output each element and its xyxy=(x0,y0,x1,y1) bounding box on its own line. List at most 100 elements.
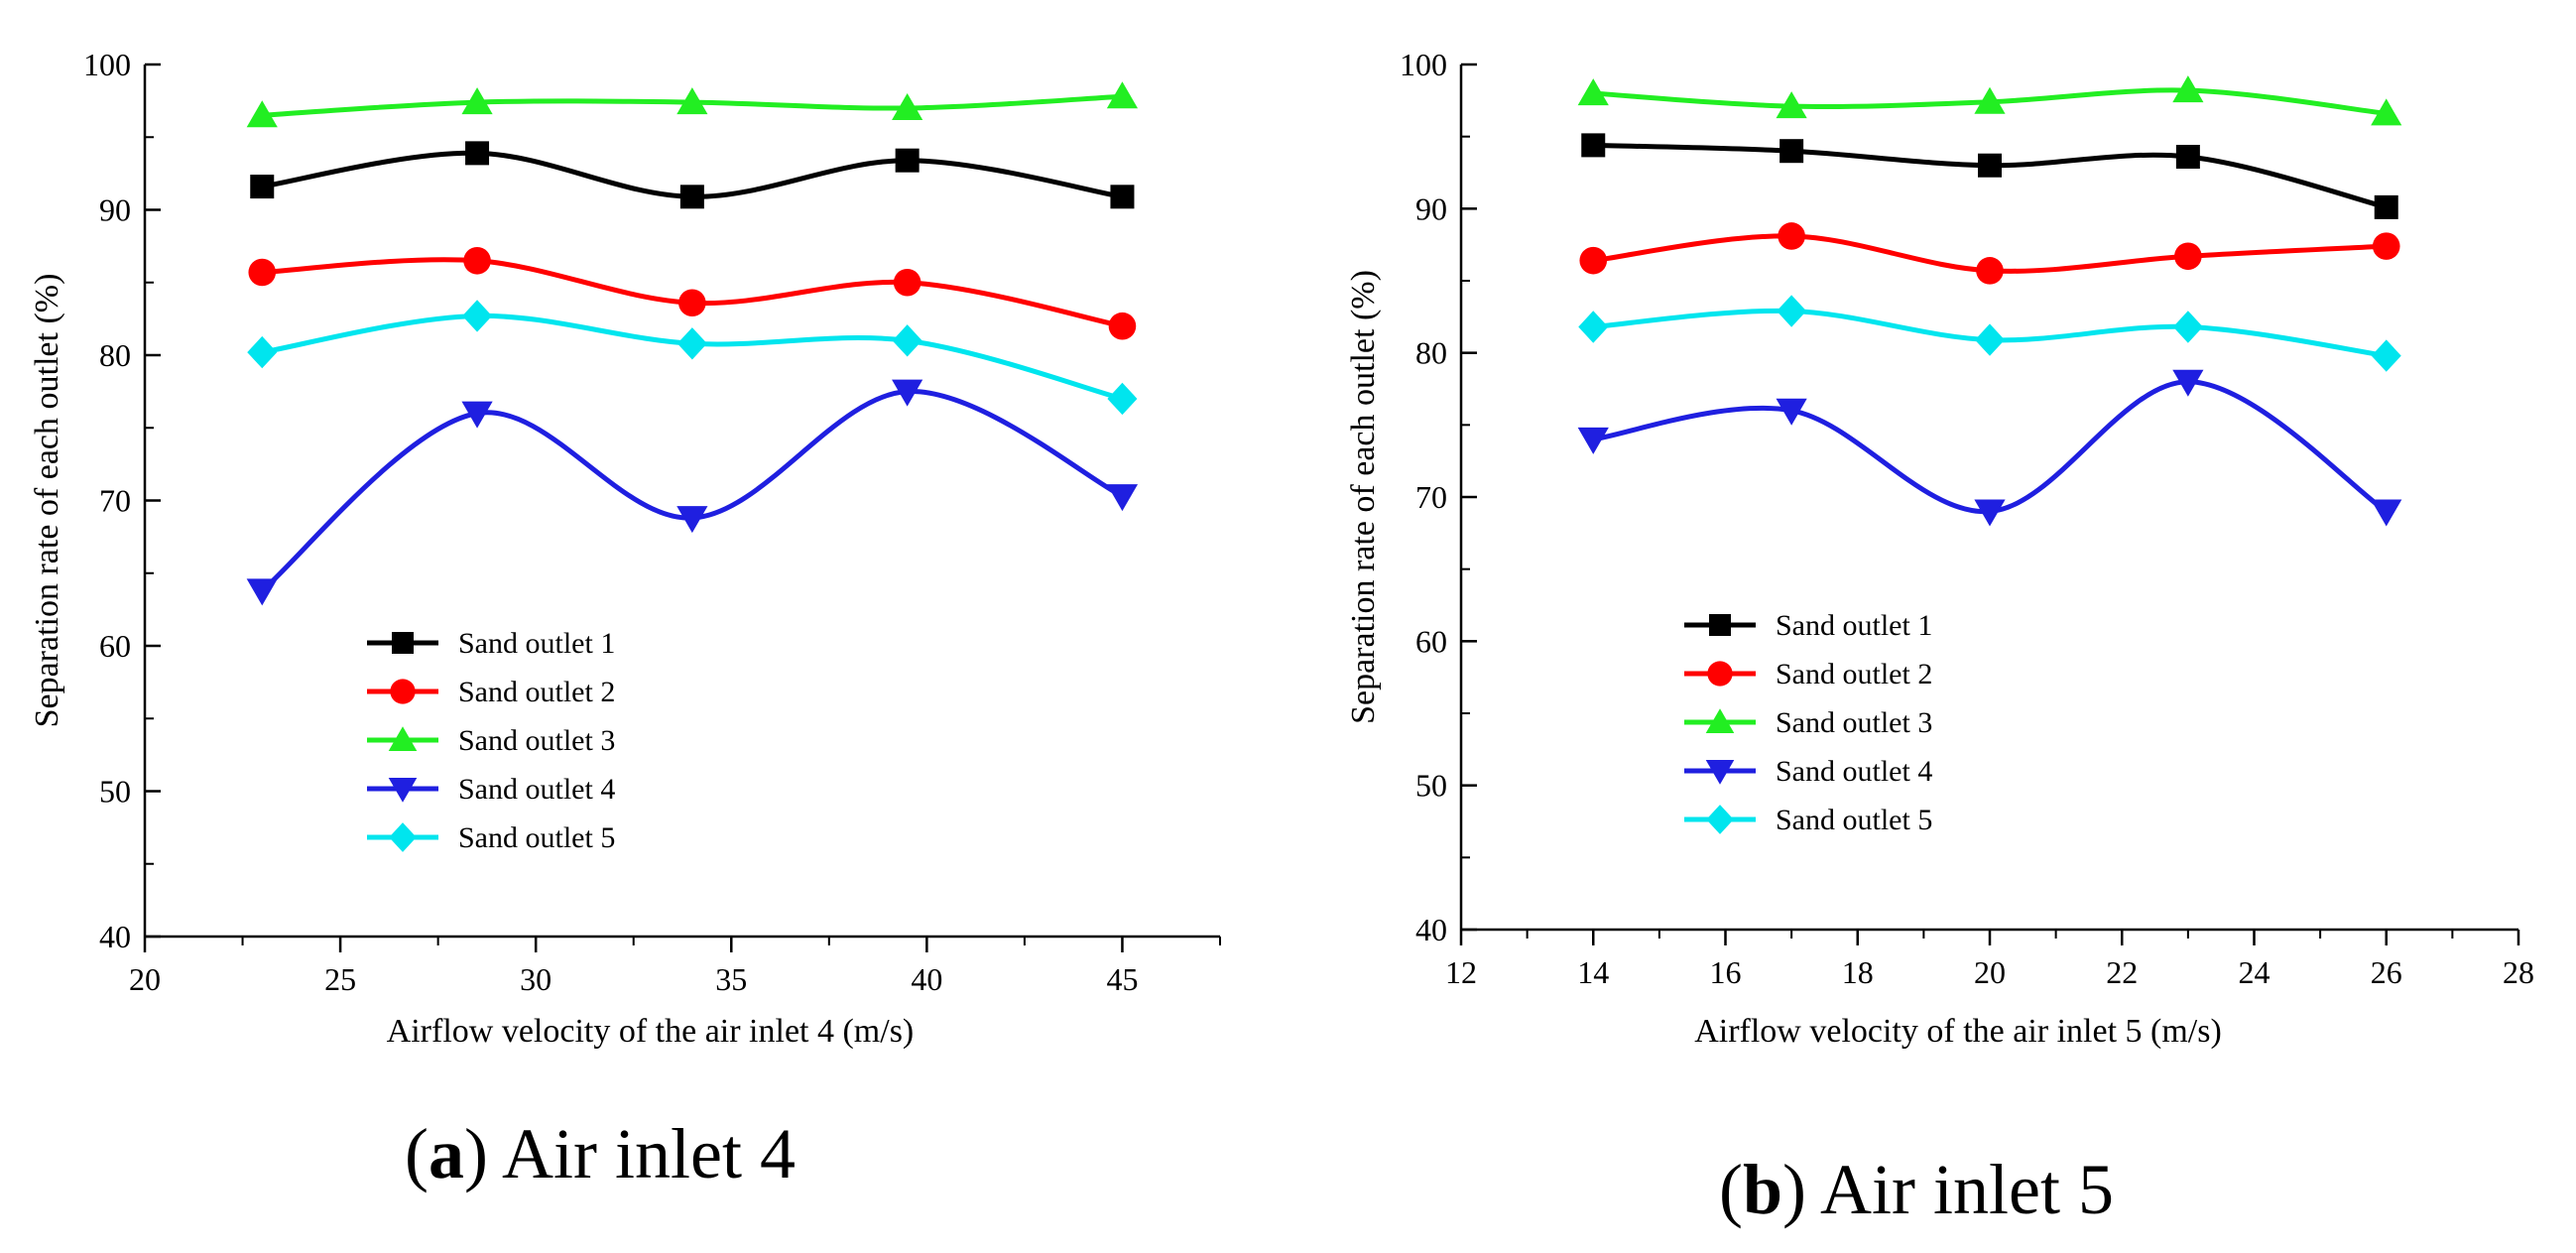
chart-1-y-tick-label: 90 xyxy=(99,192,131,228)
chart-1-series-2-point xyxy=(248,258,277,287)
chart-2-series-5-point xyxy=(2172,311,2203,343)
chart-1-series-5-point xyxy=(247,335,278,369)
chart-2-series-3-point xyxy=(1577,78,1609,106)
chart-1-legend: Sand outlet 1 Sand outlet 2 Sand outlet 3 S… xyxy=(367,627,615,854)
chart-2-series-1-point xyxy=(2175,145,2200,170)
chart-1-series-2-point xyxy=(893,268,921,297)
chart-1-x-axis-label: Airflow velocity of the air inlet 4 (m/s… xyxy=(387,1013,915,1050)
chart-2-y-tick-label: 50 xyxy=(1415,768,1447,804)
caption-a-open: ( xyxy=(405,1114,429,1193)
chart-1-series-3-point xyxy=(1106,81,1139,109)
chart-1: 40 50 60 70 80 90 100 20 25 30 35 40 45 Airflow veloc… xyxy=(29,47,1221,1050)
chart-1-series-3-point xyxy=(676,87,708,115)
chart-2-series-1-point xyxy=(1978,153,2002,178)
chart-2-legend-marker xyxy=(1706,805,1734,834)
chart-2-y-axis-label: Separation rate of each outlet (%) xyxy=(1345,270,1382,724)
chart-1-series-1-point xyxy=(465,141,490,166)
chart-1-series-1-point xyxy=(250,175,275,199)
chart-1-legend-label: Sand outlet 5 xyxy=(458,821,615,854)
chart-1-y-tick-label: 100 xyxy=(83,47,131,82)
caption-a: (a) Air inlet 4 xyxy=(405,1113,796,1195)
chart-2-y-tick-label: 70 xyxy=(1415,479,1447,515)
chart-1-series-5-point xyxy=(1107,382,1138,416)
chart-2-series-3-point xyxy=(2371,98,2402,126)
chart-1-series-4-point xyxy=(1106,484,1139,512)
chart-2-y-tick-label: 100 xyxy=(1400,47,1447,82)
chart-2-series-2-point xyxy=(1976,257,2004,285)
chart-1-legend-marker xyxy=(388,726,418,751)
chart-2-series-3-point xyxy=(2172,75,2204,103)
chart-2-series-2-point xyxy=(2372,232,2400,260)
chart-2-legend-label: Sand outlet 1 xyxy=(1776,609,1932,642)
chart-1-x-tick-label: 35 xyxy=(715,961,747,997)
chart-2-y-tick-label: 40 xyxy=(1415,912,1447,947)
caption-a-close: ) xyxy=(463,1114,488,1193)
caption-b-open: ( xyxy=(1719,1150,1743,1229)
chart-1-legend-marker xyxy=(389,822,417,852)
chart-2-legend: Sand outlet 1 Sand outlet 2 Sand outlet 3 S… xyxy=(1684,609,1932,836)
chart-1-series-5-point xyxy=(462,300,493,332)
chart-1-legend-label: Sand outlet 1 xyxy=(458,627,615,660)
chart-1-series-2-point xyxy=(1108,312,1137,340)
chart-2-x-axis-label: Airflow velocity of the air inlet 5 (m/s… xyxy=(1694,1013,2222,1050)
chart-1-series-5-point xyxy=(676,327,707,360)
chart-2-series-4-line xyxy=(1592,379,2389,515)
chart-2-x-tick-label: 16 xyxy=(1710,954,1742,990)
chart-1-series-3-point xyxy=(892,92,923,120)
chart-1-legend-label: Sand outlet 4 xyxy=(458,773,615,806)
chart-1-y-tick-label: 70 xyxy=(99,483,131,519)
chart-1-legend-marker xyxy=(390,679,416,704)
caption-a-text: Air inlet 4 xyxy=(487,1114,796,1193)
chart-1-series-1-point xyxy=(895,148,920,173)
chart-2-x-tick-label: 22 xyxy=(2106,954,2138,990)
chart-1-x-tick-label: 40 xyxy=(911,961,942,997)
chart-1-y-tick-label: 50 xyxy=(99,774,131,810)
chart-2-series-5-point xyxy=(1777,295,1807,327)
caption-b-text: Air inlet 5 xyxy=(1806,1150,2114,1229)
chart-2-x-tick-label: 20 xyxy=(1974,954,2006,990)
chart-1-y-tick-label: 40 xyxy=(99,919,131,954)
chart-1-series-4-point xyxy=(676,506,708,534)
chart-2-legend-label: Sand outlet 5 xyxy=(1776,804,1932,836)
chart-1-y-axis-label: Separation rate of each outlet (%) xyxy=(29,274,65,728)
chart-2-series-3-point xyxy=(1974,86,2006,114)
caption-b-close: ) xyxy=(1782,1150,1807,1229)
chart-2-series-3-point xyxy=(1776,91,1807,119)
chart-1-series-3-point xyxy=(246,100,278,128)
chart-1-series-5-point xyxy=(892,324,922,357)
chart-2-series-4-point xyxy=(1577,427,1609,454)
chart-2-legend-label: Sand outlet 2 xyxy=(1776,658,1932,690)
chart-1-legend-marker xyxy=(392,632,414,654)
chart-2-legend-marker xyxy=(1707,661,1733,687)
chart-2-x-tick-label: 28 xyxy=(2503,954,2534,990)
chart-2-series-2-point xyxy=(1778,222,1805,250)
chart-2: 40 50 60 70 80 90 100 12 14 16 18 20 22 24 26 28 Airflow… xyxy=(1345,47,2534,1050)
chart-2-series-1-point xyxy=(1581,133,1606,158)
chart-2-y-tick-label: 90 xyxy=(1415,190,1447,226)
chart-1-series-4-line xyxy=(260,389,1124,593)
caption-b-letter: b xyxy=(1742,1150,1783,1229)
chart-1-x-tick-label: 45 xyxy=(1106,961,1138,997)
chart-2-y-tick-label: 60 xyxy=(1415,623,1447,659)
chart-2-series-1-point xyxy=(1779,139,1804,164)
chart-2-series-5-point xyxy=(2371,339,2401,372)
chart-2-legend-marker xyxy=(1709,614,1731,636)
caption-a-letter: a xyxy=(428,1114,464,1193)
chart-2-x-tick-label: 24 xyxy=(2239,954,2270,990)
chart-2-series-4-point xyxy=(2172,369,2204,397)
chart-2-legend-label: Sand outlet 4 xyxy=(1776,755,1932,788)
chart-2-x-tick-label: 14 xyxy=(1577,954,1609,990)
chart-1-series-2-point xyxy=(463,246,491,275)
chart-1-x-tick-label: 20 xyxy=(129,961,161,997)
chart-2-legend-label: Sand outlet 3 xyxy=(1776,706,1932,739)
caption-b: (b) Air inlet 5 xyxy=(1719,1149,2114,1231)
chart-2-series-5-point xyxy=(1975,323,2005,356)
chart-1-series-2-point xyxy=(678,289,706,317)
chart-2-series-2-point xyxy=(1579,246,1608,275)
chart-1-y-tick-label: 60 xyxy=(99,628,131,664)
chart-2-series-2-point xyxy=(2174,242,2202,271)
chart-1-legend-label: Sand outlet 2 xyxy=(458,676,615,708)
chart-2-series-4-point xyxy=(1776,398,1807,426)
